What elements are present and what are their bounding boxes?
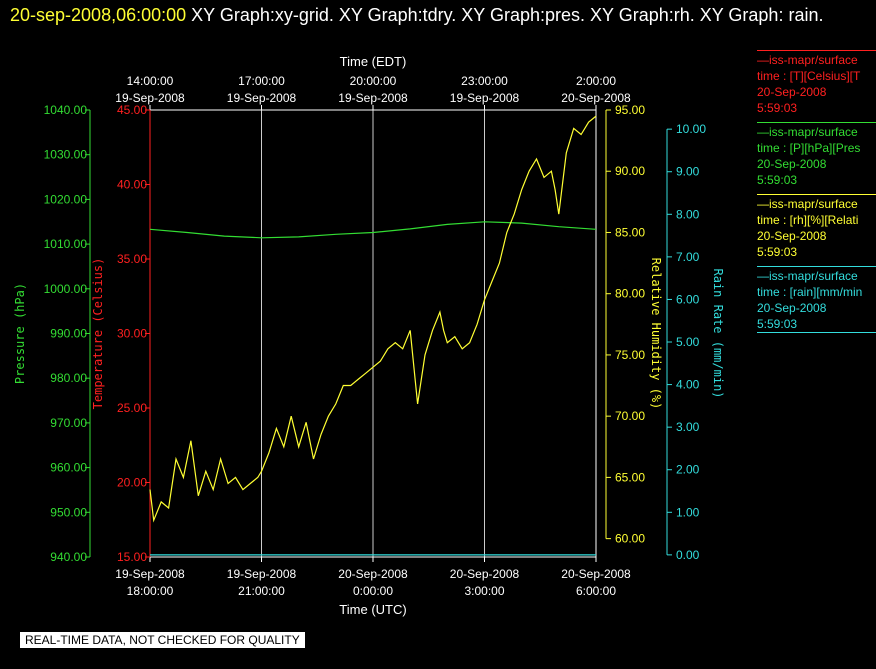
rh-tick-label: 65.00	[615, 470, 645, 484]
legend-line4: 5:59:03	[757, 173, 798, 187]
rain-tick-label: 1.00	[676, 505, 700, 519]
pressure-tick-label: 950.00	[50, 505, 87, 519]
pressure-tick-label: 970.00	[50, 416, 87, 430]
x-bottom-tick-time: 3:00:00	[464, 584, 504, 598]
pressure-tick-label: 990.00	[50, 327, 87, 341]
legend-line2: time : [rain][mm/min	[757, 285, 863, 299]
graph-header: 20-sep-2008,06:00:00 XY Graph:xy-grid. X…	[10, 1, 860, 30]
legend-separator	[757, 266, 876, 267]
pressure-tick-label: 1010.00	[44, 237, 88, 251]
legend-line1: —iss-mapr/surface	[757, 197, 858, 211]
rain-tick-label: 10.00	[676, 122, 706, 136]
legend-separator	[757, 194, 876, 195]
rain-tick-label: 6.00	[676, 292, 700, 306]
rh-tick-label: 90.00	[615, 164, 645, 178]
rh-tick-label: 75.00	[615, 348, 645, 362]
legend-line2: time : [T][Celsius][T	[757, 69, 861, 83]
rh-tick-label: 85.00	[615, 225, 645, 239]
x-top-tick-time: 20:00:00	[350, 74, 397, 88]
x-bottom-tick-date: 20-Sep-2008	[338, 567, 408, 581]
temperature-tick-label: 35.00	[117, 252, 147, 266]
series-line-rh	[149, 115, 597, 523]
legend-separator	[757, 122, 876, 123]
x-top-tick-date: 19-Sep-2008	[115, 91, 185, 105]
x-top-axis-label: Time (EDT)	[340, 54, 407, 69]
legend-line4: 5:59:03	[757, 317, 798, 331]
legend-separator	[757, 50, 876, 51]
rain-tick-label: 9.00	[676, 165, 700, 179]
pressure-tick-label: 980.00	[50, 371, 87, 385]
temperature-tick-label: 15.00	[117, 550, 147, 564]
series-line-pres	[149, 221, 597, 239]
legend-entry-rh: —iss-mapr/surface time : [rh][%][Relati …	[757, 194, 876, 260]
pressure-tick-label: 1020.00	[44, 192, 88, 206]
pressure-tick-label: 940.00	[50, 550, 87, 564]
x-bottom-axis-label: Time (UTC)	[339, 602, 406, 617]
rain-tick-label: 5.00	[676, 335, 700, 349]
x-top-tick-time: 17:00:00	[238, 74, 285, 88]
pressure-tick-label: 960.00	[50, 461, 87, 475]
legend-line4: 5:59:03	[757, 101, 798, 115]
temperature-tick-label: 40.00	[117, 178, 147, 192]
pressure-tick-label: 1000.00	[44, 282, 88, 296]
legend-line3: 20-Sep-2008	[757, 301, 827, 315]
temperature-tick-label: 30.00	[117, 327, 147, 341]
x-bottom-tick-date: 19-Sep-2008	[115, 567, 185, 581]
x-bottom-tick-time: 18:00:00	[127, 584, 174, 598]
x-bottom-tick-time: 6:00:00	[576, 584, 616, 598]
rh-tick-label: 60.00	[615, 532, 645, 546]
x-top-tick-date: 19-Sep-2008	[227, 91, 297, 105]
x-bottom-tick-date: 20-Sep-2008	[450, 567, 520, 581]
rain-tick-label: 4.00	[676, 378, 700, 392]
rain-tick-label: 3.00	[676, 420, 700, 434]
legend-line4: 5:59:03	[757, 245, 798, 259]
rain-tick-label: 2.00	[676, 463, 700, 477]
legend-line3: 20-Sep-2008	[757, 157, 827, 171]
legend-entry-pressure: —iss-mapr/surface time : [P][hPa][Pres 2…	[757, 122, 876, 188]
pressure-axis-label: Pressure (hPa)	[13, 283, 27, 384]
x-bottom-tick-time: 0:00:00	[353, 584, 393, 598]
x-top-tick-date: 19-Sep-2008	[450, 91, 520, 105]
rain-tick-label: 7.00	[676, 250, 700, 264]
pressure-tick-label: 1040.00	[44, 103, 88, 117]
rain-tick-label: 0.00	[676, 548, 700, 562]
legend-line1: —iss-mapr/surface	[757, 53, 858, 67]
legend-line1: —iss-mapr/surface	[757, 125, 858, 139]
legend-line1: —iss-mapr/surface	[757, 269, 858, 283]
x-top-tick-date: 20-Sep-2008	[561, 91, 631, 105]
temperature-tick-label: 20.00	[117, 476, 147, 490]
legend-entry-temperature: —iss-mapr/surface time : [T][Celsius][T …	[757, 50, 876, 116]
rh-axis-label: Relative Humidity (%)	[649, 258, 663, 410]
legend-line3: 20-Sep-2008	[757, 85, 827, 99]
legend-entry-rain: —iss-mapr/surface time : [rain][mm/min 2…	[757, 266, 876, 334]
x-top-tick-time: 2:00:00	[576, 74, 616, 88]
legend-line2: time : [P][hPa][Pres	[757, 141, 861, 155]
legend-line2: time : [rh][%][Relati	[757, 213, 859, 227]
x-top-tick-time: 14:00:00	[127, 74, 174, 88]
temperature-tick-label: 45.00	[117, 103, 147, 117]
header-datetime: 20-sep-2008,06:00:00	[10, 5, 187, 25]
rh-tick-label: 80.00	[615, 287, 645, 301]
x-bottom-tick-date: 20-Sep-2008	[561, 567, 631, 581]
quality-disclaimer: REAL-TIME DATA, NOT CHECKED FOR QUALITY	[20, 632, 305, 648]
x-top-tick-time: 23:00:00	[461, 74, 508, 88]
rain-tick-label: 8.00	[676, 207, 700, 221]
rh-tick-label: 70.00	[615, 409, 645, 423]
x-bottom-tick-date: 19-Sep-2008	[227, 567, 297, 581]
rain-axis-label: Rain Rate (mm/min)	[711, 268, 725, 398]
header-graph-titles: XY Graph:xy-grid. XY Graph:tdry. XY Grap…	[186, 5, 824, 25]
x-top-tick-date: 19-Sep-2008	[338, 91, 408, 105]
pressure-tick-label: 1030.00	[44, 148, 88, 162]
legend-separator	[757, 332, 876, 333]
legend-line3: 20-Sep-2008	[757, 229, 827, 243]
temperature-axis-label: Temperature (Celsius)	[91, 258, 105, 410]
temperature-tick-label: 25.00	[117, 401, 147, 415]
rh-tick-label: 95.00	[615, 103, 645, 117]
x-bottom-tick-time: 21:00:00	[238, 584, 285, 598]
